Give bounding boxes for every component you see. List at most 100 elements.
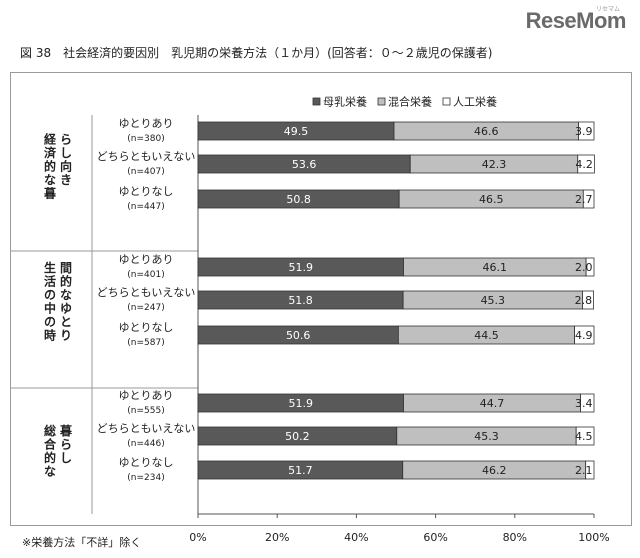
group-label-char: 間	[60, 261, 72, 275]
group-label-char: 活	[44, 273, 56, 288]
group-label-char: 時	[44, 327, 56, 342]
bar-segment-2	[585, 257, 595, 277]
bar-value-label-2: 2.8	[575, 294, 593, 307]
bar-segment-2	[582, 189, 595, 209]
footnote: ※栄養方法「不詳」除く	[22, 536, 142, 549]
group-label-char: 経	[44, 132, 57, 147]
bar-value-label-1: 46.6	[474, 125, 499, 138]
group-label-char: な	[44, 173, 56, 187]
group-label-char: 的	[44, 450, 56, 465]
row-label: どちらともいえない	[97, 286, 196, 299]
group-label-char: 暮	[43, 186, 57, 201]
bar-value-label-1: 42.3	[482, 158, 507, 171]
row-label: どちらともいえない	[97, 422, 196, 435]
bar-value-label-2: 2.7	[575, 193, 593, 206]
group-label-char: の	[44, 315, 56, 329]
bar-value-label-0: 50.6	[286, 329, 311, 342]
legend-label-1: 混合栄養	[388, 95, 432, 109]
bar-segment-2	[580, 393, 595, 413]
bar-value-label-0: 49.5	[284, 125, 309, 138]
group-label-char: 的	[44, 159, 56, 174]
group-label-char: 中	[44, 300, 56, 315]
bar-value-label-2: 4.9	[575, 329, 593, 342]
group-label-char: 合	[44, 436, 57, 451]
x-tick-label-2: 40%	[344, 531, 368, 544]
row-n-label: (n=234)	[127, 473, 164, 483]
bar-segment-2	[574, 325, 595, 345]
bar-value-label-0: 50.8	[286, 193, 311, 206]
bar-value-label-1: 44.7	[480, 397, 505, 410]
group-label-char: 的	[60, 273, 72, 288]
bar-segment-2	[577, 154, 595, 174]
row-label: ゆとりなし	[119, 185, 174, 198]
chart-frame	[10, 72, 632, 526]
group-label-char: ら	[60, 437, 72, 451]
group-label-char: り	[60, 328, 72, 342]
bar-value-label-0: 51.7	[288, 464, 313, 477]
bar-value-label-2: 2.0	[575, 261, 593, 274]
legend-swatch-1	[377, 97, 386, 106]
group-label-char: 向	[60, 159, 72, 174]
legend-label-2: 人工栄養	[453, 95, 497, 109]
row-n-label: (n=247)	[127, 303, 164, 313]
group-label-char: し	[60, 146, 72, 160]
group-label-char: 総	[44, 423, 56, 438]
legend-label-0: 母乳栄養	[323, 95, 367, 109]
bar-value-label-2: 3.9	[575, 125, 593, 138]
bar-value-label-2: 2.1	[575, 464, 593, 477]
x-tick-label-5: 100%	[578, 531, 609, 544]
group-label-char: 済	[44, 145, 57, 160]
row-label: ゆとりあり	[119, 253, 174, 266]
bar-value-label-0: 51.8	[288, 294, 313, 307]
x-tick-label-1: 20%	[265, 531, 289, 544]
group-label-char: な	[44, 464, 56, 478]
row-label: ゆとりあり	[119, 117, 174, 130]
resemom-logo-sub: リセマム	[595, 6, 620, 13]
bar-value-label-0: 50.2	[285, 430, 310, 443]
bar-value-label-1: 45.3	[481, 294, 506, 307]
row-n-label: (n=407)	[127, 167, 164, 177]
bar-segment-2	[578, 121, 595, 141]
group-label-char: 暮	[59, 423, 73, 438]
row-label: ゆとりなし	[119, 456, 174, 469]
row-n-label: (n=401)	[127, 270, 164, 280]
row-n-label: (n=587)	[127, 338, 164, 348]
legend-swatch-2	[442, 97, 451, 106]
row-n-label: (n=447)	[127, 202, 164, 212]
bar-segment-2	[575, 426, 595, 446]
x-tick-label-3: 60%	[423, 531, 447, 544]
legend-swatch-0	[312, 97, 321, 106]
chart-title: 図 38 社会経済的要因別 乳児期の栄養方法（１か月）(回答者：０～２歳児の保護…	[20, 46, 493, 60]
group-label-char: ゆ	[60, 301, 72, 315]
row-label: ゆとりあり	[119, 389, 174, 402]
bar-value-label-2: 4.5	[575, 430, 593, 443]
bar-value-label-1: 46.1	[483, 261, 508, 274]
bar-segment-2	[582, 290, 595, 310]
bar-value-label-2: 3.4	[575, 397, 593, 410]
group-label-char: し	[60, 451, 72, 465]
bar-value-label-1: 45.3	[474, 430, 499, 443]
group-label-char: な	[60, 288, 72, 302]
group-label-char: 生	[44, 260, 56, 275]
bar-value-label-0: 51.9	[289, 261, 314, 274]
bar-value-label-1: 46.5	[479, 193, 504, 206]
row-n-label: (n=555)	[127, 406, 164, 416]
bar-segment-2	[585, 460, 595, 480]
resemom-logo: ReseMom	[525, 8, 627, 33]
x-tick-label-0: 0%	[189, 531, 206, 544]
row-n-label: (n=380)	[127, 134, 164, 144]
group-label-char: の	[44, 288, 56, 302]
row-n-label: (n=446)	[127, 439, 164, 449]
row-label: ゆとりなし	[119, 321, 174, 334]
bar-value-label-2: 4.2	[575, 158, 593, 171]
group-label-char: き	[60, 173, 72, 187]
row-label: どちらともいえない	[97, 150, 196, 163]
bar-value-label-0: 51.9	[289, 397, 314, 410]
bar-value-label-0: 53.6	[292, 158, 317, 171]
bar-value-label-1: 44.5	[474, 329, 499, 342]
bar-value-label-1: 46.2	[482, 464, 507, 477]
x-tick-label-4: 80%	[503, 531, 527, 544]
group-label-char: と	[60, 315, 72, 329]
group-label-char: ら	[60, 133, 72, 147]
